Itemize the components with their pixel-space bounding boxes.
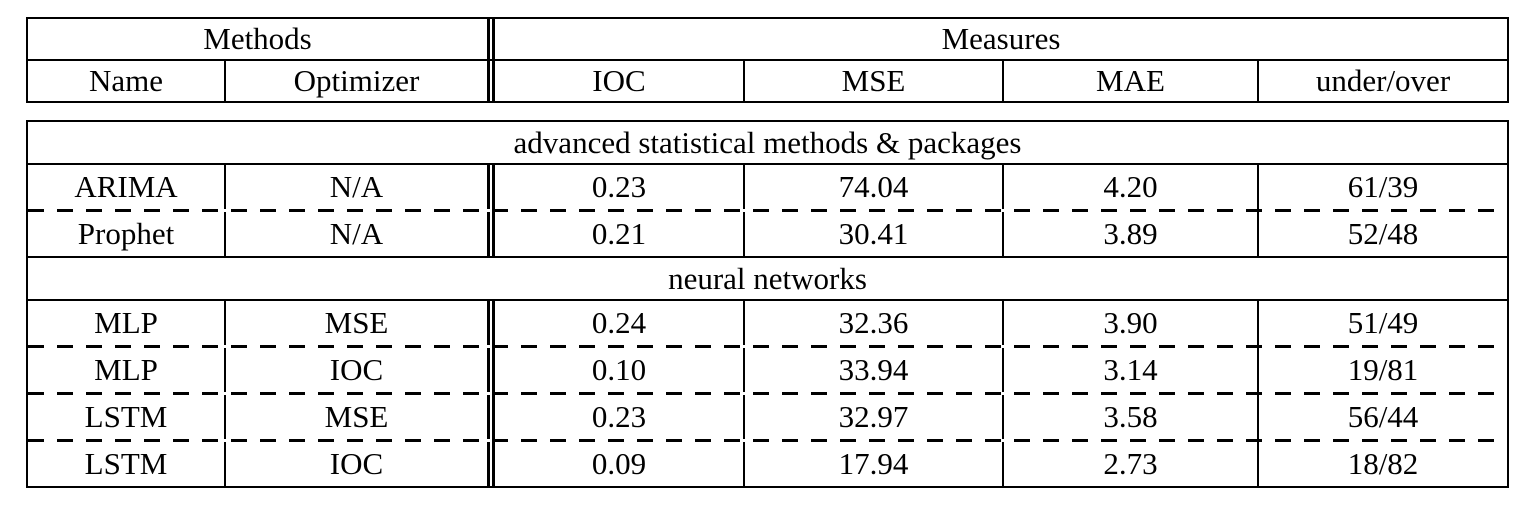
results-table: Methods Measures Name Optimizer IOC MSE …: [26, 17, 1509, 488]
col-header-under-over: under/over: [1257, 61, 1507, 101]
table-cell: 4.20: [1002, 165, 1257, 209]
table-row: MLP MSE 0.24 32.36 3.90 51/49: [28, 301, 1507, 345]
table-cell: 56/44: [1257, 395, 1507, 439]
table-cell: 3.58: [1002, 395, 1257, 439]
table-cell: ARIMA: [74, 169, 178, 204]
table-row: MLP IOC 0.10 33.94 3.14 19/81: [28, 348, 1507, 392]
group-header-row: Methods Measures: [28, 19, 1507, 59]
table-cell: 32.36: [743, 301, 1002, 345]
table-cell: 17.94: [743, 442, 1002, 486]
table-cell: MLP: [94, 352, 158, 387]
methods-group-header: Methods: [203, 21, 312, 56]
table-cell: MLP: [94, 305, 158, 340]
table-cell: LSTM: [84, 399, 168, 434]
table-cell: 30.41: [743, 212, 1002, 256]
table-cell: 19/81: [1257, 348, 1507, 392]
dashed-row-divider: [28, 345, 1507, 348]
table-cell: 3.90: [1002, 301, 1257, 345]
col-header-optimizer: Optimizer: [224, 61, 487, 101]
table-cell: 0.10: [487, 348, 743, 392]
table-cell: 0.23: [487, 165, 743, 209]
table-cell: 51/49: [1257, 301, 1507, 345]
table-cell: 74.04: [743, 165, 1002, 209]
table-cell: 0.21: [487, 212, 743, 256]
table-cell: 0.24: [487, 301, 743, 345]
column-header-row: Name Optimizer IOC MSE MAE under/over: [28, 59, 1507, 101]
table-cell: 3.14: [1002, 348, 1257, 392]
measures-group-header: Measures: [487, 19, 1507, 59]
table-cell: Prophet: [77, 216, 175, 251]
table-cell: 33.94: [743, 348, 1002, 392]
table-cell: N/A: [224, 165, 487, 209]
table-cell: 61/39: [1257, 165, 1507, 209]
table-cell: 52/48: [1257, 212, 1507, 256]
table-cell: 32.97: [743, 395, 1002, 439]
table-cell: MSE: [224, 395, 487, 439]
dashed-row-divider: [28, 209, 1507, 212]
table-cell: 0.09: [487, 442, 743, 486]
table-cell: 2.73: [1002, 442, 1257, 486]
col-header-name: Name: [88, 63, 164, 98]
section-header-statistical: advanced statistical methods & packages: [28, 122, 1507, 165]
dashed-row-divider: [28, 392, 1507, 395]
table-cell: 0.23: [487, 395, 743, 439]
col-header-mse: MSE: [743, 61, 1002, 101]
table-cell: IOC: [224, 442, 487, 486]
table-body: advanced statistical methods & packages …: [26, 120, 1509, 488]
table-cell: 18/82: [1257, 442, 1507, 486]
table-row: LSTM MSE 0.23 32.97 3.58 56/44: [28, 395, 1507, 439]
col-header-mae: MAE: [1002, 61, 1257, 101]
dashed-row-divider: [28, 439, 1507, 442]
table-cell: MSE: [224, 301, 487, 345]
table-cell: 3.89: [1002, 212, 1257, 256]
col-header-ioc: IOC: [487, 61, 743, 101]
table-row: ARIMA N/A 0.23 74.04 4.20 61/39: [28, 165, 1507, 209]
table-row: LSTM IOC 0.09 17.94 2.73 18/82: [28, 442, 1507, 486]
table-row: Prophet N/A 0.21 30.41 3.89 52/48: [28, 212, 1507, 256]
table-cell: IOC: [224, 348, 487, 392]
table-header: Methods Measures Name Optimizer IOC MSE …: [26, 17, 1509, 103]
section-header-neural: neural networks: [28, 256, 1507, 301]
table-cell: N/A: [224, 212, 487, 256]
table-cell: LSTM: [84, 446, 168, 481]
